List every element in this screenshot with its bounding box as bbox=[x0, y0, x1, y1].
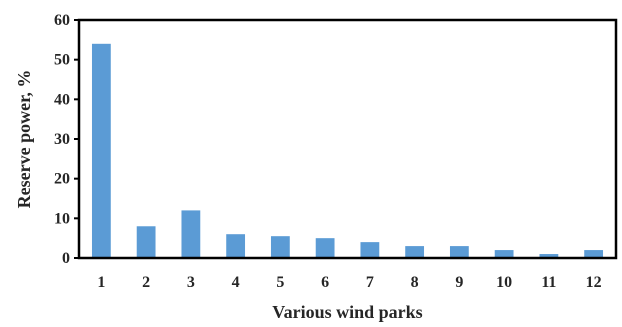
bar-6 bbox=[315, 238, 335, 258]
x-tick-label: 12 bbox=[586, 274, 602, 291]
bar-3 bbox=[181, 210, 201, 258]
x-tick-label: 3 bbox=[187, 274, 195, 291]
x-tick-label: 9 bbox=[455, 274, 463, 291]
bar-12 bbox=[584, 250, 604, 258]
bar-9 bbox=[449, 246, 469, 258]
y-tick-label: 40 bbox=[54, 91, 70, 108]
bar-11 bbox=[539, 254, 559, 258]
bars-group bbox=[91, 43, 604, 258]
x-axis-ticks: 1 2 3 4 5 6 7 8 9 10 11 12 bbox=[97, 274, 601, 291]
bar-2 bbox=[136, 226, 156, 258]
y-tick-label: 50 bbox=[54, 52, 70, 69]
bar-4 bbox=[226, 234, 246, 258]
bar-10 bbox=[494, 250, 514, 258]
y-tick-label: 10 bbox=[54, 210, 70, 227]
y-tick-label: 20 bbox=[54, 171, 70, 188]
y-tick-label: 30 bbox=[54, 131, 70, 148]
y-tick-label: 60 bbox=[54, 12, 70, 29]
x-axis-title: Various wind parks bbox=[272, 302, 422, 322]
x-tick-label: 10 bbox=[496, 274, 512, 291]
x-tick-label: 8 bbox=[411, 274, 419, 291]
x-tick-label: 4 bbox=[232, 274, 240, 291]
plot-frame bbox=[77, 18, 618, 260]
x-tick-label: 11 bbox=[541, 274, 556, 291]
bar-7 bbox=[360, 242, 380, 258]
x-tick-label: 2 bbox=[142, 274, 150, 291]
x-tick-label: 7 bbox=[366, 274, 374, 291]
bar-5 bbox=[270, 236, 290, 258]
x-tick-label: 5 bbox=[276, 274, 284, 291]
x-tick-label: 6 bbox=[321, 274, 329, 291]
bar-8 bbox=[405, 246, 425, 258]
y-axis-title: Reserve power, % bbox=[14, 70, 34, 209]
x-tick-label: 1 bbox=[97, 274, 105, 291]
y-axis-ticks: 0 10 20 30 40 50 60 bbox=[54, 12, 79, 267]
y-tick-label: 0 bbox=[62, 250, 70, 267]
bar-1 bbox=[91, 43, 111, 258]
